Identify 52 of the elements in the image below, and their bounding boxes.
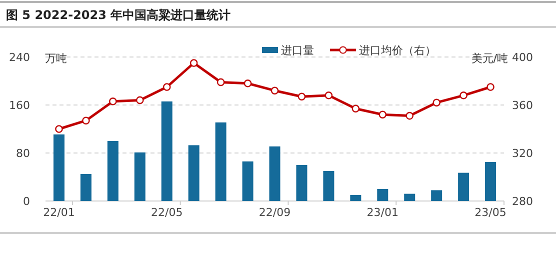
y2-tick-label: 360 — [512, 99, 533, 112]
legend-label: 进口均价（右） — [359, 44, 436, 57]
x-tick-label: 22/05 — [151, 206, 183, 219]
bar — [80, 174, 92, 201]
point — [109, 98, 117, 106]
bar — [296, 165, 308, 201]
point — [270, 86, 279, 94]
bar — [188, 145, 200, 201]
bar — [377, 189, 388, 201]
bar — [242, 161, 254, 201]
point — [82, 116, 90, 124]
point — [162, 83, 171, 91]
x-tick-label: 23/01 — [366, 206, 398, 219]
point — [190, 59, 198, 67]
y-tick-label: 80 — [16, 147, 30, 160]
bar — [323, 171, 334, 201]
point — [460, 92, 468, 100]
y-tick-label: 160 — [9, 99, 30, 112]
point — [216, 78, 225, 86]
y2-tick-label: 320 — [512, 147, 533, 160]
point — [352, 104, 360, 112]
point — [244, 80, 252, 88]
x-tick-label: 22/09 — [258, 206, 291, 219]
x-tick-label: 22/01 — [43, 206, 75, 219]
point — [55, 125, 63, 133]
y2-axis-title: 美元/吨 — [471, 52, 508, 65]
chart-title: 图 5 2022-2023 年中国高粱进口量统计 — [6, 8, 231, 22]
y-axis-title: 万吨 — [45, 52, 67, 65]
point — [378, 110, 387, 118]
y-tick-label: 0 — [23, 195, 30, 208]
bar — [134, 152, 146, 201]
bar — [404, 194, 416, 201]
point — [136, 96, 144, 104]
point — [406, 112, 414, 120]
bar — [53, 134, 64, 201]
bar — [215, 122, 226, 201]
bar — [107, 141, 118, 201]
point — [486, 83, 494, 91]
point — [324, 92, 333, 100]
bar — [458, 172, 470, 201]
bar — [269, 146, 280, 201]
bar — [431, 190, 442, 201]
point — [432, 98, 440, 106]
bar — [350, 195, 362, 201]
bar — [485, 162, 496, 201]
legend-label: 进口量 — [281, 44, 314, 57]
point — [298, 92, 306, 100]
y2-tick-label: 400 — [512, 51, 533, 64]
y-tick-label: 240 — [9, 51, 30, 64]
y2-tick-label: 280 — [512, 195, 533, 208]
x-tick-label: 23/05 — [474, 206, 506, 219]
bar — [161, 101, 172, 201]
